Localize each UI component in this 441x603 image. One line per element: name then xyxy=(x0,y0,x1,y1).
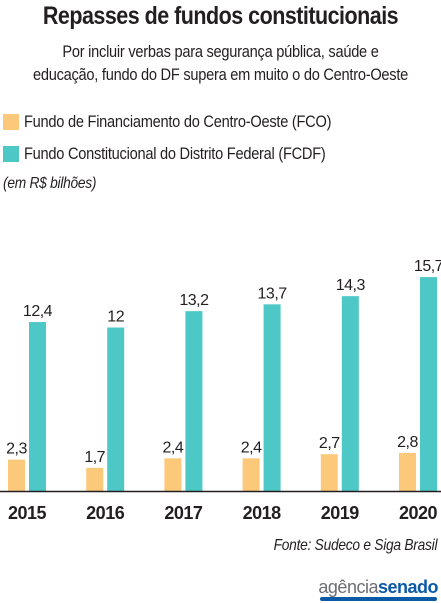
bar-fco-2015 xyxy=(8,459,25,491)
data-label-fcdf-2019: 14,3 xyxy=(336,277,366,294)
x-tick-label-2015: 2015 xyxy=(8,503,47,523)
bar-fcdf-2016 xyxy=(107,327,125,491)
units-note: (em R$ bilhões) xyxy=(3,175,97,192)
bar-fcdf-2018 xyxy=(263,304,281,491)
bar-fco-2020 xyxy=(399,452,416,491)
legend-item-fcdf: Fundo Constitucional do Distrito Federal… xyxy=(3,143,375,165)
x-tick-label-2017: 2017 xyxy=(164,503,203,523)
chart-subtitle: Por incluir verbas para segurança públic… xyxy=(31,40,410,86)
source-note: Fonte: Sudeco e Siga Brasil xyxy=(273,537,437,554)
legend-label-fcdf: Fundo Constitucional do Distrito Federal… xyxy=(24,144,326,163)
data-label-fco-2015: 2,3 xyxy=(6,441,27,458)
x-tick-label-2016: 2016 xyxy=(86,503,125,523)
bar-chart: 2,3 12,4 2015 1,7 12 2016 2,4 13,2 2017 2,4 13,7 20… xyxy=(0,258,441,523)
data-label-fco-2018: 2,4 xyxy=(241,439,262,456)
logo-underline xyxy=(320,597,437,601)
x-tick-label-2020: 2020 xyxy=(399,503,438,523)
bar-fco-2017 xyxy=(164,458,182,491)
logo-text-agencia: agência xyxy=(318,577,378,597)
bar-fco-2019 xyxy=(320,454,338,491)
x-tick-label-2019: 2019 xyxy=(321,503,360,523)
subtitle-line-1: Por incluir verbas para segurança públic… xyxy=(62,42,379,61)
bar-fcdf-2017 xyxy=(185,311,203,491)
chart-title: Repasses de fundos constitucionais xyxy=(42,2,399,30)
bar-fco-2016 xyxy=(86,467,104,491)
bar-fcdf-2020 xyxy=(420,277,437,491)
data-label-fcdf-2015: 12,4 xyxy=(23,303,53,320)
data-label-fco-2017: 2,4 xyxy=(163,439,184,456)
data-label-fcdf-2016: 12 xyxy=(107,309,124,326)
data-label-fcdf-2020: 15,7 xyxy=(414,258,441,275)
data-label-fco-2020: 2,8 xyxy=(397,434,418,451)
logo-text-senado: senado xyxy=(377,577,439,597)
bar-fco-2018 xyxy=(242,458,260,491)
legend-label-fco: Fundo de Financiamento do Centro-Oeste (… xyxy=(24,112,332,131)
data-label-fco-2019: 2,7 xyxy=(319,435,340,452)
data-label-fcdf-2017: 13,2 xyxy=(179,292,209,309)
bar-fcdf-2015 xyxy=(29,322,46,491)
legend-swatch-fco xyxy=(3,114,19,130)
legend-swatch-fcdf xyxy=(3,146,19,162)
bar-fcdf-2019 xyxy=(341,296,359,491)
data-label-fco-2016: 1,7 xyxy=(84,449,105,466)
data-label-fcdf-2018: 13,7 xyxy=(258,285,288,302)
logo-wordmark: agênciasenado xyxy=(318,577,439,601)
agencia-senado-logo: agênciasenado xyxy=(318,577,439,601)
x-tick-label-2018: 2018 xyxy=(243,503,282,523)
legend-item-fco: Fundo de Financiamento do Centro-Oeste (… xyxy=(3,111,381,133)
subtitle-line-2: educação, fundo do DF supera em muito o … xyxy=(32,65,409,84)
